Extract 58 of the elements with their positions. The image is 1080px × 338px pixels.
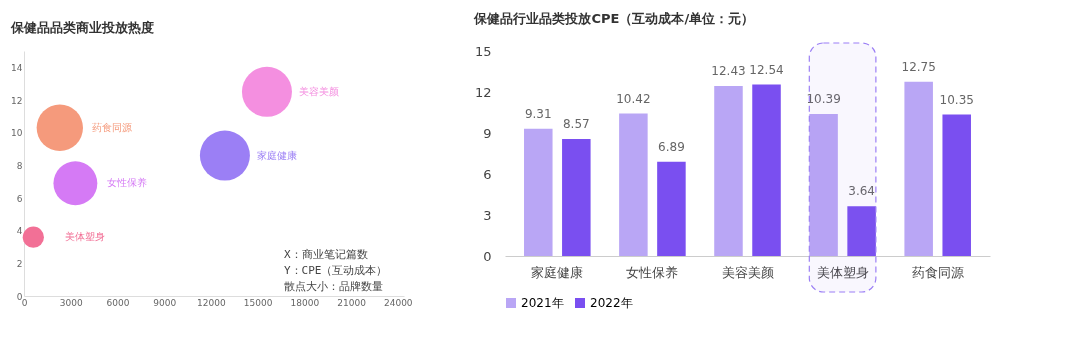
bar [657, 161, 686, 256]
data-label: 6.89 [658, 139, 685, 154]
x-tick-label: 家庭健康 [531, 264, 584, 280]
y-tick-label: 2 [16, 258, 23, 269]
x-tick-label: 15000 [243, 297, 273, 308]
text: 美体塑身 [65, 231, 106, 243]
y-tick-label: 4 [16, 226, 23, 237]
bar [752, 84, 781, 256]
series-label: 女性保养 [107, 177, 148, 189]
x-tick-label: 18000 [290, 297, 320, 308]
data-label: 12.75 [901, 59, 936, 74]
y-tick-label: 9 [483, 125, 492, 141]
y-tick-label: 12 [11, 95, 23, 106]
y-tick-label: 15 [474, 43, 492, 59]
y-tick-label: 10 [11, 128, 23, 139]
y-tick-label: 3 [483, 207, 492, 223]
bar [562, 138, 591, 256]
y-tick-label: 6 [483, 166, 492, 182]
x-tick-label: 美体塑身 [816, 264, 869, 280]
x-tick-label: 12000 [197, 297, 226, 308]
data-label: 12.43 [711, 64, 746, 79]
y-tick-label: 8 [16, 160, 23, 171]
chart-title: 保健品品类商业投放热度 [9, 20, 154, 35]
data-label: 10.42 [616, 91, 651, 106]
y-tick-label: 14 [11, 62, 23, 73]
series-label: 美容美颜 [298, 85, 339, 97]
x-tick-label: 24000 [383, 297, 413, 308]
data-label: 3.64 [848, 184, 875, 199]
bar [904, 81, 933, 256]
bar [942, 114, 971, 256]
x-tick-label: 9000 [153, 297, 177, 308]
legend-label: 2021年 [521, 296, 564, 310]
annotation: Y：CPE（互动成本） [284, 264, 388, 277]
chart-title: 保健品行业品类投放CPE（互动成本/单位：元） [473, 11, 755, 27]
x-tick-label: 药食同源 [911, 264, 964, 280]
data-label: 10.39 [806, 92, 841, 106]
bar [847, 206, 876, 256]
x-tick-label: 21000 [337, 297, 367, 308]
x-tick-label: 女性保养 [626, 264, 679, 280]
series-label: 家庭健康 [256, 149, 297, 161]
legend-label: 2022年 [590, 296, 633, 310]
series-label: 药食同源 [91, 121, 132, 133]
y-tick-label: 6 [16, 193, 23, 204]
data-label: 12.54 [749, 62, 784, 77]
data-label: 8.57 [562, 116, 590, 131]
x-tick-label: 3000 [59, 297, 83, 308]
bar [809, 114, 838, 256]
data-label: 9.31 [524, 106, 552, 121]
x-tick-label: 6000 [106, 297, 130, 308]
x-tick-label: 美容美颜 [721, 264, 774, 280]
bar [714, 86, 743, 256]
bar [619, 113, 648, 256]
annotation: X：商业笔记篇数 [284, 248, 368, 261]
bar [524, 128, 553, 256]
data-label: 10.35 [939, 92, 974, 107]
y-tick-label: 0 [483, 248, 492, 264]
y-tick-label: 12 [474, 84, 492, 100]
annotation: 散点大小：品牌数量 [284, 280, 383, 293]
